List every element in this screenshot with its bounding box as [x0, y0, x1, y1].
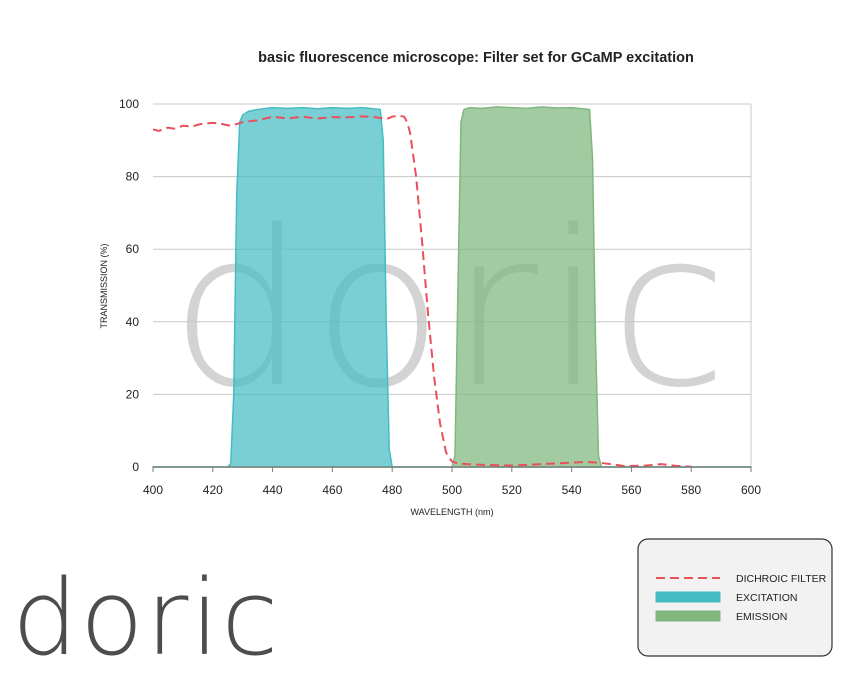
x-tick-label: 460 [322, 483, 342, 497]
y-axis-label: TRANSMISSION (%) [99, 243, 109, 328]
legend-label-excitation: EXCITATION [736, 592, 797, 604]
x-tick-label: 560 [621, 483, 641, 497]
x-tick-label: 520 [502, 483, 522, 497]
x-tick-label: 480 [382, 483, 402, 497]
axis-layer: 0 20 40 60 80 100 400 420 440 460 480 500 520 540 560 5… [119, 97, 761, 497]
y-tick-label: 0 [132, 460, 139, 474]
series-excitation-area [152, 106, 752, 468]
series-emission-area [152, 106, 752, 468]
chart-title: basic fluorescence microscope: Filter se… [258, 50, 694, 66]
legend-label-emission: EMISSION [736, 611, 787, 623]
x-tick-label: 600 [741, 483, 761, 497]
x-tick-label: 580 [681, 483, 701, 497]
x-axis-label: WAVELENGTH (nm) [410, 507, 493, 517]
series-layer [152, 106, 752, 468]
doric-logo: doric [12, 557, 281, 679]
y-tick-label: 80 [126, 170, 140, 184]
series-dichroic-filter-line [152, 114, 692, 468]
y-tick-label: 40 [126, 315, 140, 329]
x-tick-label: 400 [143, 483, 163, 497]
legend: DICHROIC FILTER EXCITATION EMISSION [637, 538, 833, 657]
legend-swatch-excitation [655, 591, 721, 603]
x-tick-label: 420 [203, 483, 223, 497]
x-tick-label: 500 [442, 483, 462, 497]
y-tick-label: 20 [126, 387, 140, 401]
legend-label-dichroic-filter: DICHROIC FILTER [736, 573, 827, 585]
y-tick-label: 100 [119, 97, 139, 111]
grid-layer [153, 103, 752, 467]
legend-box [637, 538, 833, 657]
x-tick-label: 440 [263, 483, 283, 497]
y-tick-label: 60 [126, 242, 140, 256]
x-tick-label: 540 [562, 483, 582, 497]
legend-items: DICHROIC FILTER EXCITATION EMISSION [655, 573, 827, 623]
legend-swatch-emission [655, 610, 721, 622]
